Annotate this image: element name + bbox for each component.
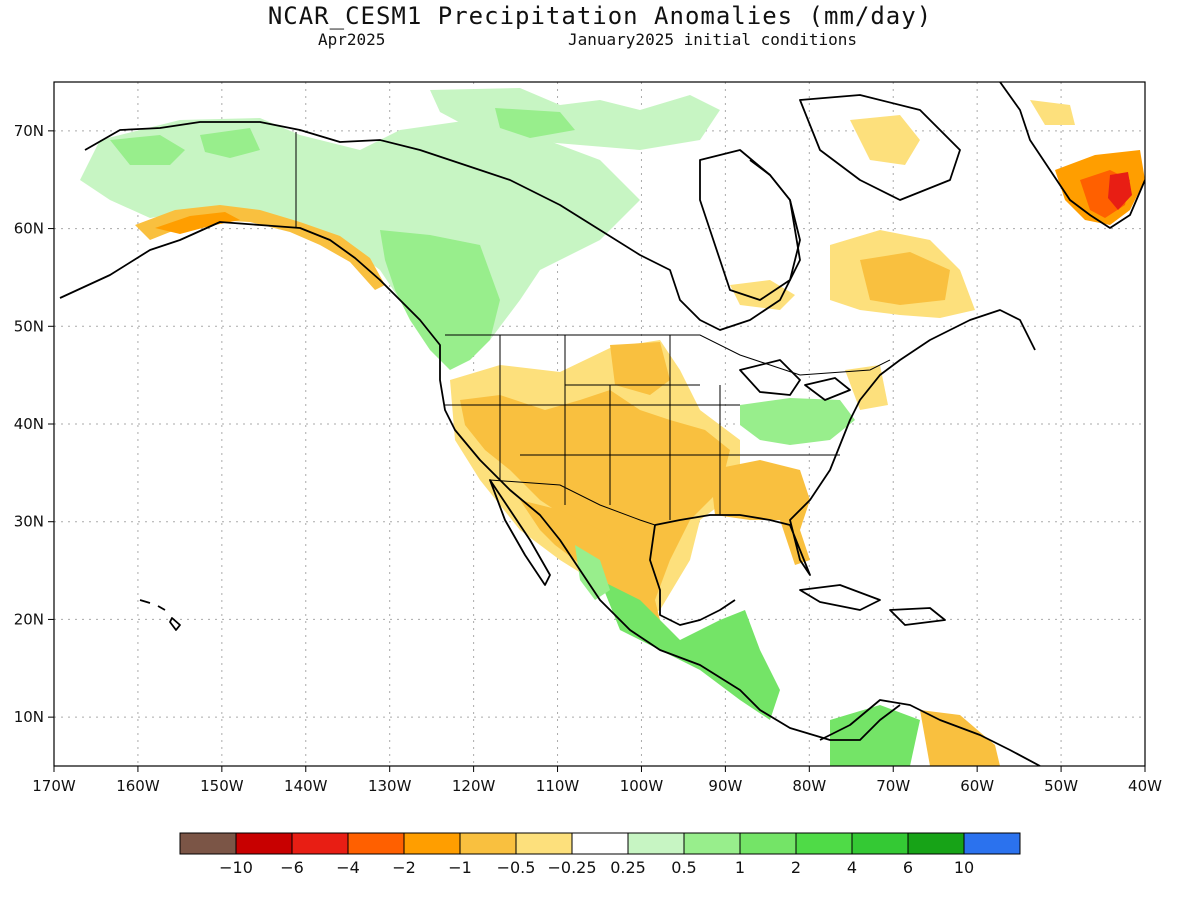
colorbar-swatch [571,832,629,855]
lat-tick-label: 30N [14,513,44,531]
border-states-h1 [445,384,840,456]
lon-tick-label: 70W [876,777,910,795]
anomaly-us-southwest [460,390,730,600]
anomaly-south-america-orange [920,710,1000,766]
anomaly-quebec-core [860,252,950,305]
lon-tick-label: 130W [368,777,412,795]
anomaly-mexico-green [575,545,610,600]
coastline-hudson-bay [699,149,801,301]
coastline-hispaniola [889,607,946,626]
coastline-baja [489,479,551,586]
colorbar-swatch [851,832,909,855]
colorbar-swatch [291,832,349,855]
anomaly-alaska-green-core [110,128,260,165]
anomaly-ne-us-yellow [845,365,888,410]
border-us-mexico [489,479,656,526]
lon-tick-label: 50W [1044,777,1078,795]
lon-tick-label: 170W [32,777,76,795]
coastline-hawaii [139,599,181,631]
colorbar-label: 4 [847,858,857,877]
colorbar-swatch [235,832,293,855]
lon-tick-label: 120W [452,777,496,795]
lat-tick-label: 60N [14,220,44,238]
colorbar-label: 1 [735,858,745,877]
colorbar-swatch [627,832,685,855]
anomaly-greenland-red [1108,172,1132,210]
coastline-gulf [654,309,1036,576]
colorbar-label: 2 [791,858,801,877]
colorbar-label: 10 [954,858,974,877]
colorbar-label: 0.25 [610,858,646,877]
colorbar-label: −6 [280,858,304,877]
lon-tick-label: 90W [708,777,742,795]
colorbar-swatch [459,832,517,855]
anomaly-arctic-green-2 [495,108,575,138]
anomaly-southeast [710,460,810,565]
lon-tick-label: 110W [536,777,580,795]
coastline-baffin [799,94,961,201]
initial-conditions-label: January2025 initial conditions [568,30,857,49]
lat-tick-label: 50N [14,317,44,335]
anomaly-south-alaska-orange [135,205,385,290]
longitude-tick-labels: 170W 160W 150W 140W 130W 120W 110W 100W 90W 80W 70… [32,766,1162,795]
colorbar-label: −4 [336,858,360,877]
colorbar-swatch [179,832,237,855]
map-title: NCAR_CESM1 Precipitation Anomalies (mm/d… [267,2,933,30]
lat-tick-label: 40N [14,415,44,433]
anomaly-central-america [600,580,780,720]
coastline-alaska-north [84,121,801,331]
colorbar-label: −2 [392,858,416,877]
lon-tick-label: 160W [116,777,160,795]
political-borders [295,132,891,526]
colorbar-swatch [347,832,405,855]
colorbar-swatch [907,832,965,855]
lon-tick-label: 100W [620,777,664,795]
lon-tick-label: 150W [200,777,244,795]
colorbar-swatch [403,832,461,855]
border-us-canada [445,334,891,376]
lon-tick-label: 140W [284,777,328,795]
anomaly-south-america-green [830,705,920,766]
anomaly-plains-north [610,342,670,395]
lon-tick-label: 60W [960,777,994,795]
anomaly-ohio-green [740,398,855,445]
anomaly-fields [80,88,1145,766]
colorbar-label: −0.5 [497,858,536,877]
map-plot-area [53,81,1146,767]
lat-tick-label: 20N [14,610,44,628]
lon-tick-label: 80W [792,777,826,795]
valid-month-label: Apr2025 [318,30,386,49]
coastline-south-america [819,699,1041,766]
latitude-tick-labels: 70N 60N 50N 40N 30N 20N 10N [14,122,54,726]
colorbar [179,832,1021,855]
coastline-cuba [799,584,881,611]
anomaly-south-alaska-deep [155,212,240,234]
coastline-alaska [59,221,901,741]
colorbar-labels: −10 −6 −4 −2 −1 −0.5 −0.25 0.25 0.5 1 2 4 6 10 [219,858,974,877]
anomaly-greenland-north [1030,100,1075,125]
colorbar-label: −1 [448,858,472,877]
border-states-v1 [499,335,721,520]
colorbar-label: −0.25 [547,858,596,877]
lon-tick-label: 40W [1128,777,1162,795]
coastline-mexico-gulf [649,524,736,626]
anomaly-arctic-green [430,88,720,150]
colorbar-swatch [739,832,797,855]
lat-tick-label: 70N [14,122,44,140]
lat-tick-label: 10N [14,708,44,726]
colorbar-swatch [515,832,573,855]
colorbar-swatch [795,832,853,855]
colorbar-swatch [683,832,741,855]
coastline-greenland [999,82,1145,229]
coastlines [59,82,1145,766]
colorbar-label: 6 [903,858,913,877]
colorbar-label: 0.5 [671,858,696,877]
anomaly-baffin-yellow [850,115,920,165]
coastline-great-lakes [739,359,851,401]
colorbar-swatch [963,832,1021,855]
colorbar-label: −10 [219,858,253,877]
